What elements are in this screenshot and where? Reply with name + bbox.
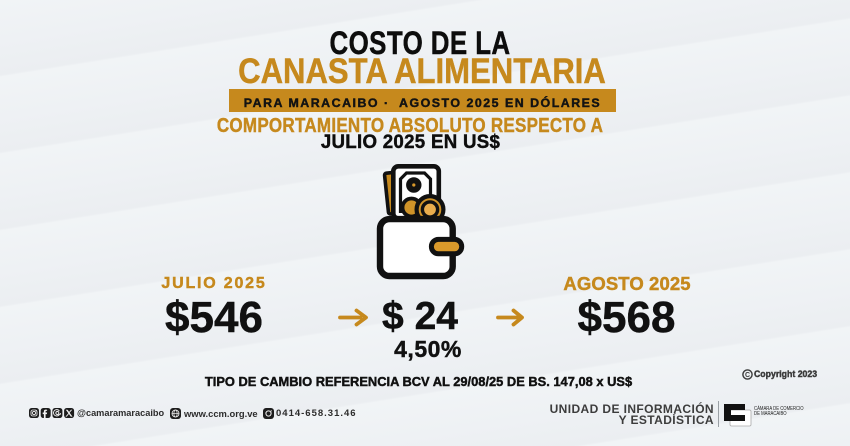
svg-text:C: C [745,372,750,379]
